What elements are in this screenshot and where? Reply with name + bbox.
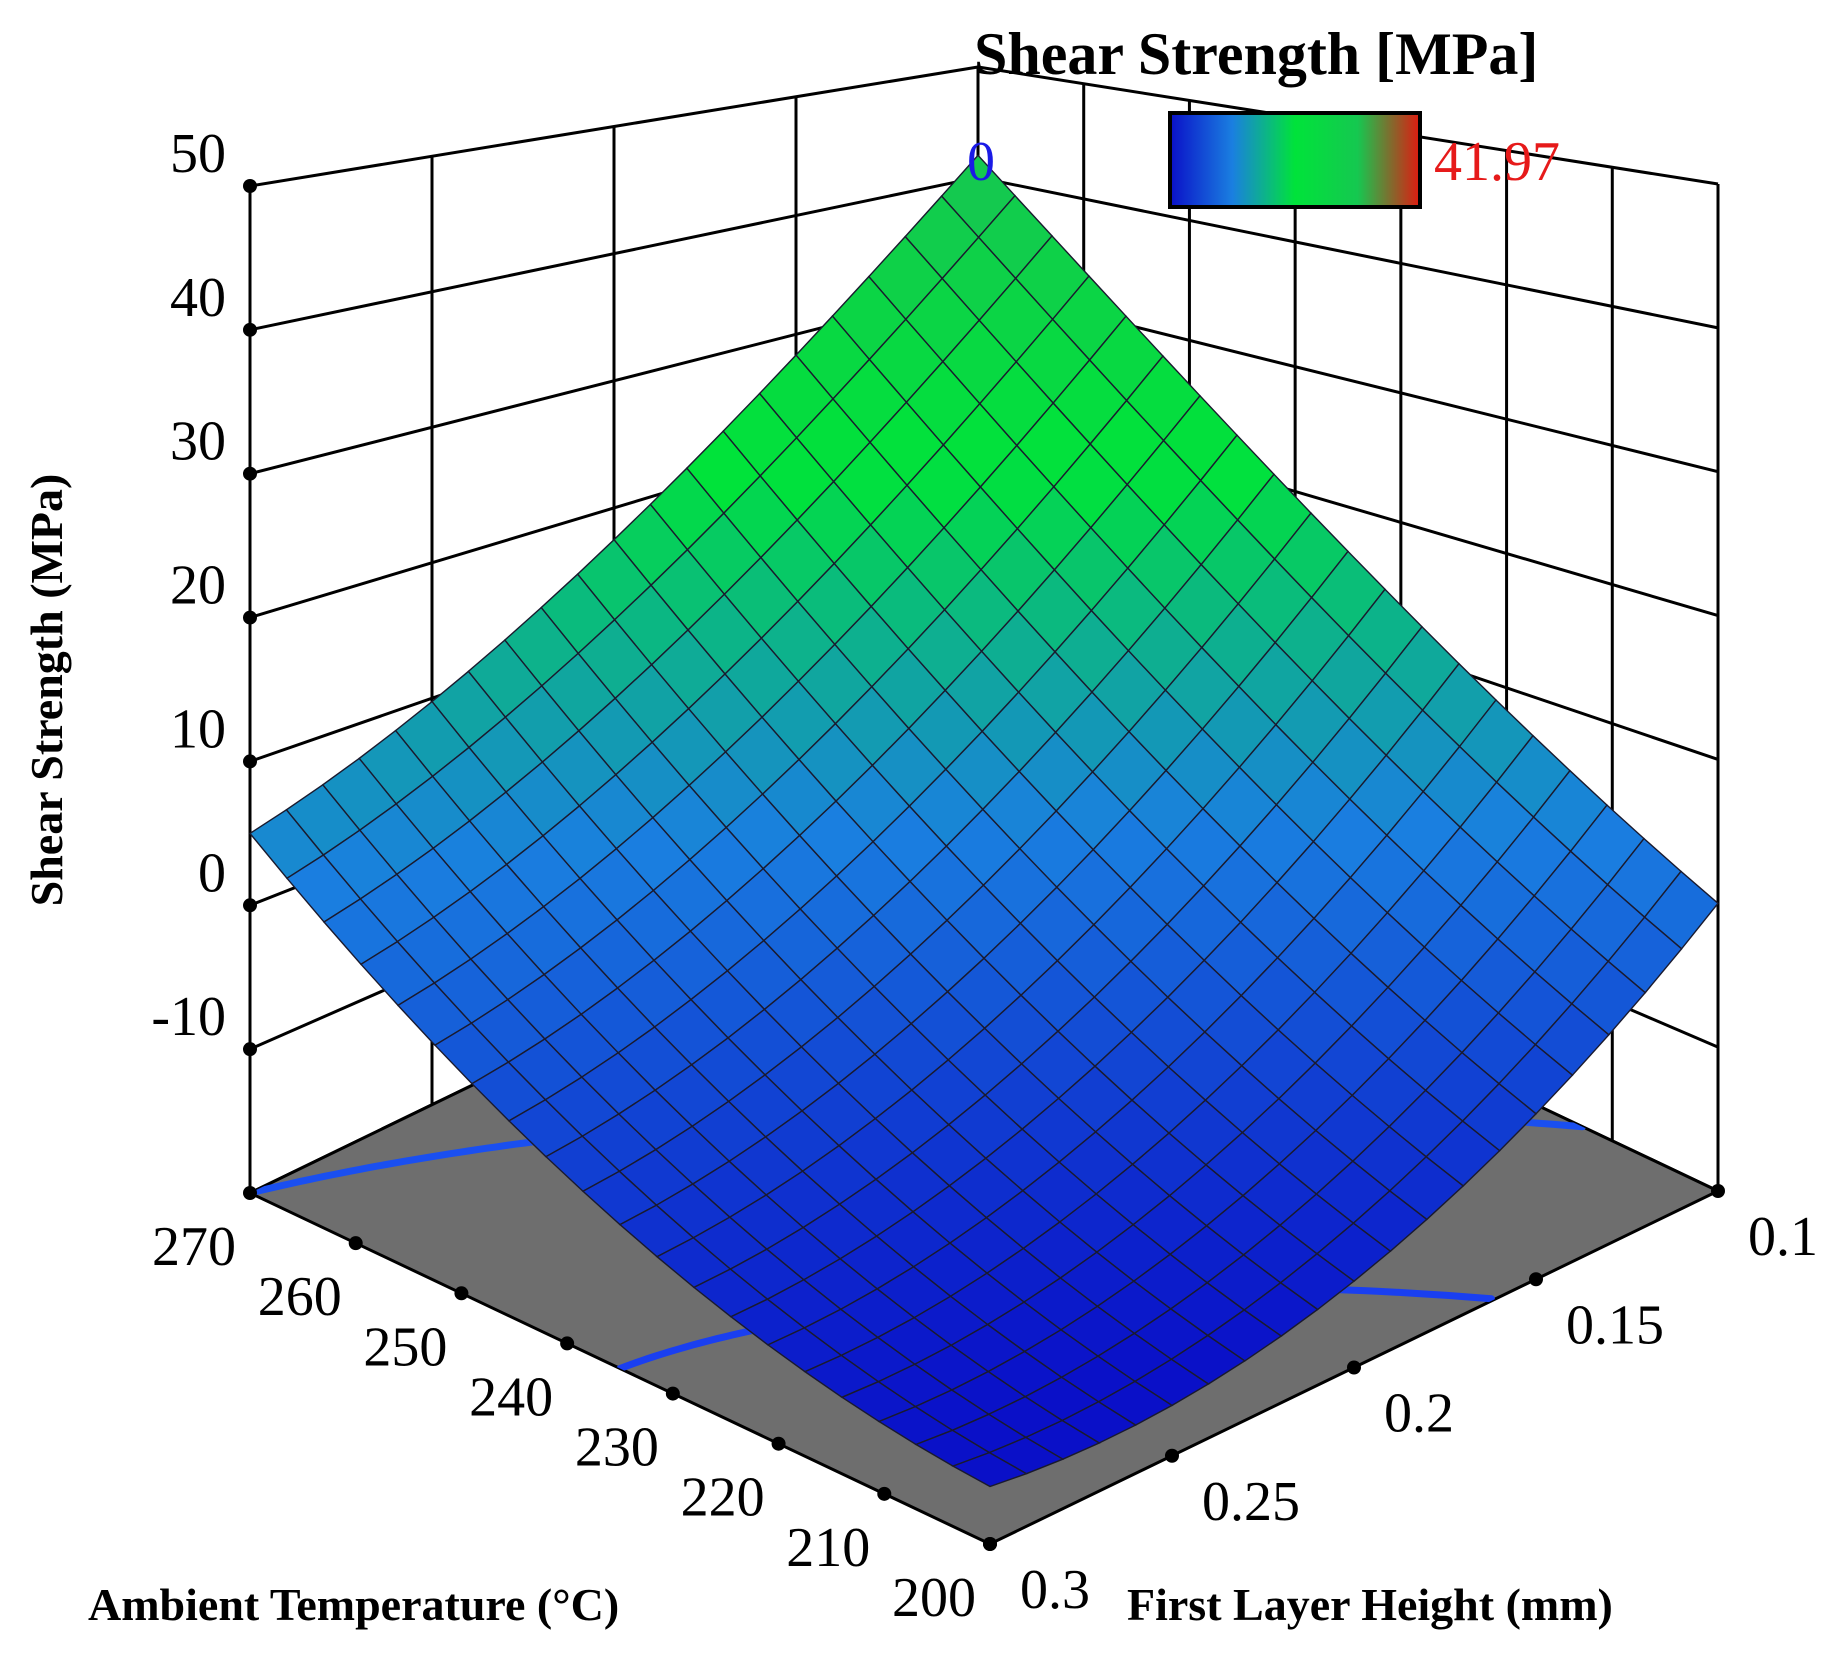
surface-cell (951, 1451, 1029, 1488)
x-axis-label: Ambient Temperature (°C) (88, 1579, 619, 1630)
y-tick-mark (1347, 1360, 1361, 1375)
y-tick-label: 0.25 (1202, 1471, 1300, 1533)
z-tick-mark (243, 610, 257, 625)
z-tick-label: 50 (170, 123, 226, 185)
x-tick-mark (771, 1436, 786, 1451)
x-tick-label: 270 (152, 1216, 236, 1278)
legend-gradient-bar (1168, 111, 1422, 209)
z-tick-mark (243, 1042, 257, 1057)
y-tick-mark (1529, 1272, 1543, 1287)
z-tick-mark (243, 754, 257, 769)
response-surface (248, 154, 1719, 1488)
z-tick-label: -10 (151, 986, 226, 1048)
y-tick-mark (983, 1537, 997, 1551)
y-tick-mark (1165, 1448, 1179, 1463)
z-tick-label: 40 (170, 267, 226, 329)
y-axis-label: First Layer Height (mm) (1127, 1579, 1613, 1630)
z-tick-label: 10 (170, 698, 226, 760)
z-tick-label: 0 (198, 842, 226, 904)
x-tick-mark (454, 1286, 469, 1301)
z-tick-mark (243, 898, 257, 913)
x-tick-label: 210 (786, 1517, 870, 1579)
y-tick-mark (1711, 1184, 1725, 1198)
gridline-right-wall (977, 175, 1719, 330)
x-tick-label: 220 (681, 1467, 765, 1529)
x-tick-label: 250 (363, 1316, 447, 1378)
z-tick-label: 30 (170, 411, 226, 473)
legend-max-label: 41.97 (1434, 131, 1560, 193)
z-tick-mark (243, 466, 257, 481)
y-tick-label: 0.15 (1566, 1294, 1664, 1356)
x-tick-mark (348, 1236, 363, 1251)
x-tick-mark (665, 1386, 680, 1401)
y-tick-label: 0.2 (1384, 1383, 1454, 1445)
x-tick-mark (877, 1486, 892, 1501)
y-tick-label: 0.1 (1748, 1206, 1818, 1268)
y-tick-label: 0.3 (1020, 1559, 1090, 1621)
x-tick-mark (243, 1186, 257, 1200)
z-axis-label: Shear Strength (MPa) (21, 474, 72, 907)
legend-min-label: 0 (967, 131, 995, 193)
x-tick-label: 240 (469, 1366, 553, 1428)
color-legend: Shear Strength [MPa] 0 41.97 (967, 21, 1560, 209)
x-tick-label: 260 (258, 1266, 342, 1328)
x-tick-label: 230 (575, 1417, 659, 1479)
x-tick-mark (560, 1336, 575, 1351)
axis-ticks: -10 0 10 20 30 40 50 200 210 220 230 240 250 260 270 0.… (151, 123, 1818, 1629)
box-edges (248, 184, 1720, 1193)
legend-title: Shear Strength [MPa] (974, 21, 1538, 87)
z-tick-label: 20 (170, 555, 226, 617)
x-tick-label: 200 (892, 1567, 976, 1629)
z-tick-mark (243, 322, 257, 337)
z-tick-mark (243, 179, 257, 193)
